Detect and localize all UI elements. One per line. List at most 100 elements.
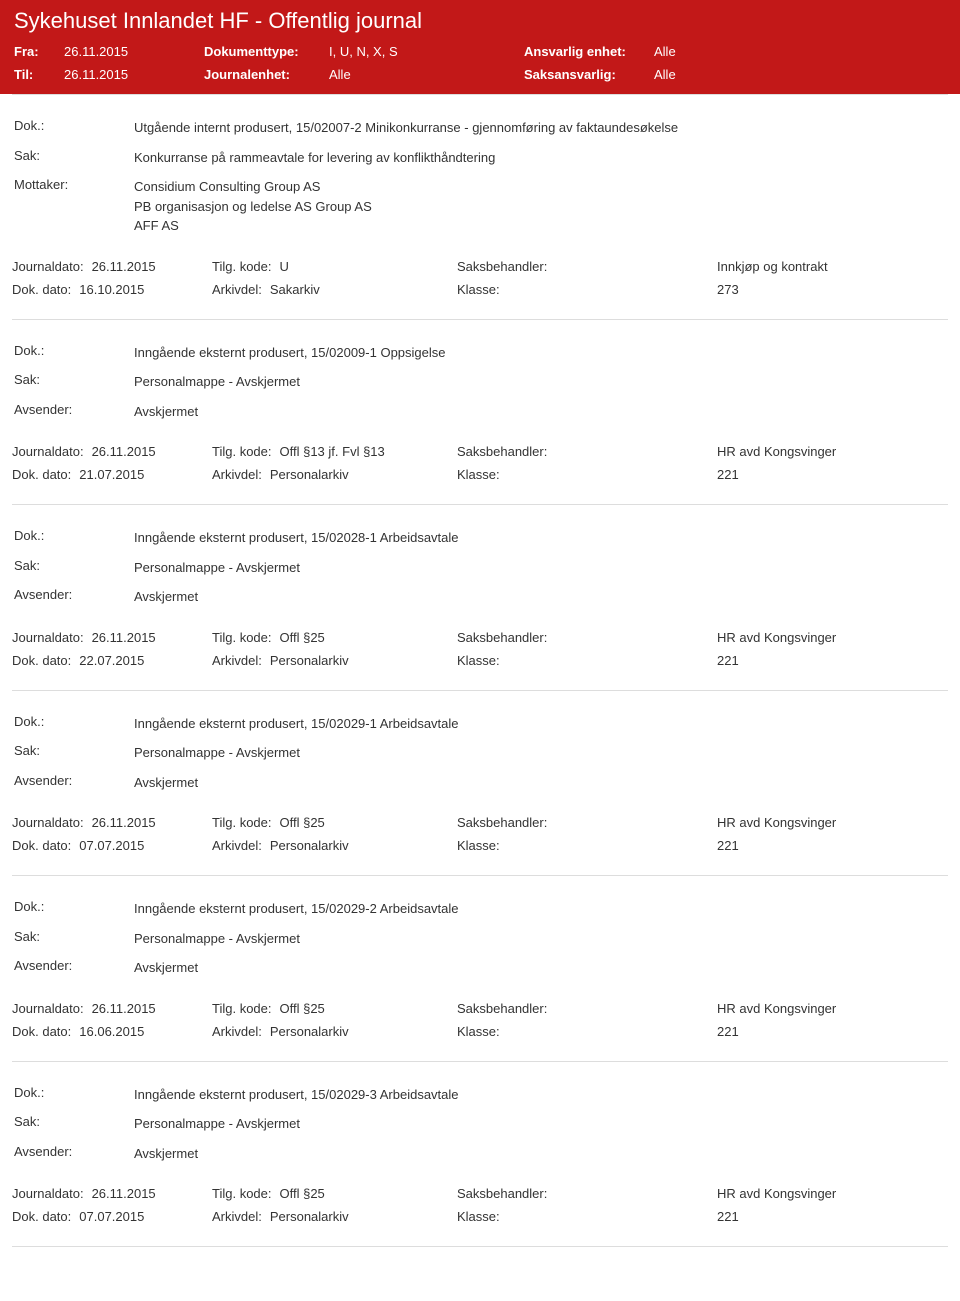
entry-meta-cell: Journaldato:26.11.2015 [12, 815, 212, 830]
filter-til-value: 26.11.2015 [64, 67, 128, 82]
filter-fra-value: 26.11.2015 [64, 44, 128, 59]
filter-saksansvarlig: Saksansvarlig: Alle [524, 67, 946, 82]
entry-row-label: Sak: [14, 929, 134, 949]
journal-entry: Dok.:Utgående internt produsert, 15/0200… [12, 94, 948, 319]
filter-doktype-value: I, U, N, X, S [329, 44, 398, 59]
journal-entry: Dok.:Inngående eksternt produsert, 15/02… [12, 319, 948, 505]
entry-meta-label: Saksbehandler: [457, 259, 547, 274]
filter-fra-label: Fra: [14, 44, 54, 59]
entry-row: Dok.:Utgående internt produsert, 15/0200… [14, 113, 946, 143]
entry-meta-cell: 221 [717, 653, 948, 668]
entry-row-value: Konkurranse på rammeavtale for levering … [134, 148, 946, 168]
entry-meta-cell: Dok. dato:16.06.2015 [12, 1024, 212, 1039]
entry-meta-cell: Tilg. kode:U [212, 259, 457, 274]
entry-row-label: Avsender: [14, 958, 134, 978]
filter-saksansvarlig-label: Saksansvarlig: [524, 67, 644, 82]
entry-meta-cell: Dok. dato:07.07.2015 [12, 1209, 212, 1224]
entry-meta-value: 26.11.2015 [92, 1186, 156, 1201]
journal-entry: Dok.:Inngående eksternt produsert, 15/02… [12, 1061, 948, 1248]
entry-meta-label: Journaldato: [12, 1001, 84, 1016]
entry-meta-label: Journaldato: [12, 630, 84, 645]
entry-row: Sak:Personalmappe - Avskjermet [14, 367, 946, 397]
entry-meta-value: HR avd Kongsvinger [717, 444, 836, 459]
entry-meta-label: Saksbehandler: [457, 630, 547, 645]
entry-meta-row: Journaldato:26.11.2015Tilg. kode:Offl §2… [12, 997, 948, 1020]
entry-row-label: Sak: [14, 1114, 134, 1134]
entry-meta-value: HR avd Kongsvinger [717, 1186, 836, 1201]
entry-meta-label: Saksbehandler: [457, 815, 547, 830]
entry-meta-value: 221 [717, 1024, 739, 1039]
entry-row-value: Inngående eksternt produsert, 15/02009-1… [134, 343, 946, 363]
entry-meta-label: Journaldato: [12, 444, 84, 459]
entry-row-value: Personalmappe - Avskjermet [134, 743, 946, 763]
entry-meta-value: HR avd Kongsvinger [717, 1001, 836, 1016]
entry-row: Avsender:Avskjermet [14, 1139, 946, 1169]
entry-row: Sak:Konkurranse på rammeavtale for lever… [14, 143, 946, 173]
filter-ansvarlig-value: Alle [654, 44, 676, 59]
filter-til-label: Til: [14, 67, 54, 82]
entry-row: Avsender:Avskjermet [14, 768, 946, 798]
entry-meta-label: Tilg. kode: [212, 630, 272, 645]
entry-row-label: Sak: [14, 148, 134, 168]
entry-meta-value: Personalarkiv [270, 653, 349, 668]
entry-row-value: Avskjermet [134, 773, 946, 793]
entry-row-value: Personalmappe - Avskjermet [134, 929, 946, 949]
entry-meta-value: 26.11.2015 [92, 444, 156, 459]
entry-meta-label: Saksbehandler: [457, 1186, 547, 1201]
entry-meta-label: Arkivdel: [212, 1024, 262, 1039]
entry-meta-label: Saksbehandler: [457, 1001, 547, 1016]
entry-row-value: Inngående eksternt produsert, 15/02029-2… [134, 899, 946, 919]
entry-meta-cell: Saksbehandler: [457, 1001, 717, 1016]
entry-meta-label: Klasse: [457, 467, 500, 482]
entry-row: Mottaker:Considium Consulting Group AS P… [14, 172, 946, 241]
entry-meta-value: Personalarkiv [270, 1024, 349, 1039]
entry-meta-value: Offl §13 jf. Fvl §13 [280, 444, 385, 459]
entry-meta-cell: Klasse: [457, 282, 717, 297]
entry-meta-value: 22.07.2015 [79, 653, 144, 668]
entry-meta-value: 26.11.2015 [92, 630, 156, 645]
entry-meta-cell: Klasse: [457, 467, 717, 482]
entry-row: Dok.:Inngående eksternt produsert, 15/02… [14, 338, 946, 368]
entry-meta-cell: 221 [717, 467, 948, 482]
entry-row-value: Inngående eksternt produsert, 15/02029-3… [134, 1085, 946, 1105]
entry-meta-cell: HR avd Kongsvinger [717, 630, 948, 645]
entry-meta-value: Offl §25 [280, 630, 325, 645]
entry-meta-row: Dok. dato:22.07.2015Arkivdel:Personalark… [12, 649, 948, 672]
entry-meta-cell: Saksbehandler: [457, 815, 717, 830]
entry-row-label: Dok.: [14, 528, 134, 548]
entry-meta-label: Journaldato: [12, 259, 84, 274]
filter-doktype-label: Dokumenttype: [204, 44, 319, 59]
entry-meta-cell: Innkjøp og kontrakt [717, 259, 948, 274]
entry-row-label: Dok.: [14, 899, 134, 919]
entry-meta-value: 16.10.2015 [79, 282, 144, 297]
entry-meta-cell: Klasse: [457, 1024, 717, 1039]
entry-meta-label: Klasse: [457, 282, 500, 297]
entry-row-value: Personalmappe - Avskjermet [134, 372, 946, 392]
entry-row: Dok.:Inngående eksternt produsert, 15/02… [14, 709, 946, 739]
entry-meta-label: Tilg. kode: [212, 815, 272, 830]
entry-meta-label: Klasse: [457, 653, 500, 668]
entry-meta-row: Dok. dato:16.06.2015Arkivdel: Personalark… [12, 1020, 948, 1043]
entry-meta-label: Tilg. kode: [212, 1001, 272, 1016]
journal-entry: Dok.:Inngående eksternt produsert, 15/02… [12, 875, 948, 1061]
entry-meta-label: Klasse: [457, 1024, 500, 1039]
entry-meta-cell: Arkivdel:Personalarkiv [212, 1209, 457, 1224]
entry-row-value: Considium Consulting Group AS PB organis… [134, 177, 946, 236]
entry-meta-label: Arkivdel: [212, 653, 262, 668]
entry-meta-value: 221 [717, 653, 739, 668]
entry-meta-cell: Klasse: [457, 653, 717, 668]
entry-row: Dok.:Inngående eksternt produsert, 15/02… [14, 523, 946, 553]
filter-ansvarlig-enhet: Ansvarlig enhet: Alle [524, 44, 946, 59]
entry-meta-cell: HR avd Kongsvinger [717, 1186, 948, 1201]
entry-row-label: Avsender: [14, 1144, 134, 1164]
journal-entry: Dok.:Inngående eksternt produsert, 15/02… [12, 690, 948, 876]
entry-meta-row: Dok. dato:07.07.2015Arkivdel:Personalark… [12, 1205, 948, 1228]
entry-meta-cell: Klasse: [457, 1209, 717, 1224]
entry-meta-label: Tilg. kode: [212, 444, 272, 459]
entry-meta-value: U [280, 259, 289, 274]
entry-row-label: Avsender: [14, 587, 134, 607]
journal-entry: Dok.:Inngående eksternt produsert, 15/02… [12, 504, 948, 690]
entries-list: Dok.:Utgående internt produsert, 15/0200… [0, 94, 960, 1247]
entry-row-label: Mottaker: [14, 177, 134, 236]
entry-meta-value: 21.07.2015 [79, 467, 144, 482]
